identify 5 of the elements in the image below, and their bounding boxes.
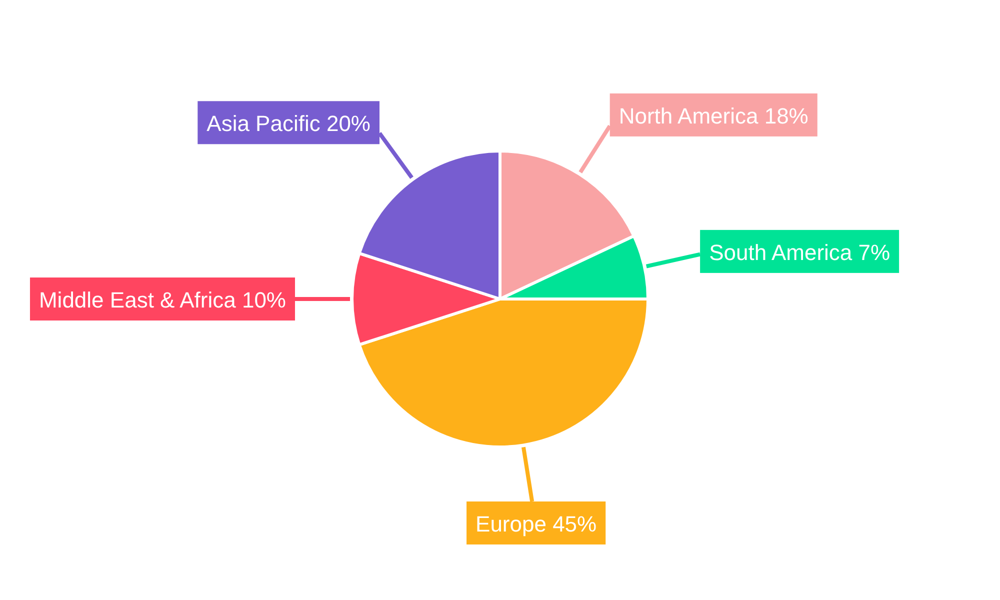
slice-label: South America 7% <box>709 240 890 265</box>
slice-label: Middle East & Africa 10% <box>38 288 286 312</box>
slice-label: Europe 45% <box>476 511 597 536</box>
slice-label: North America 18% <box>618 103 808 128</box>
slice-label: Asia Pacific 20% <box>206 111 371 136</box>
